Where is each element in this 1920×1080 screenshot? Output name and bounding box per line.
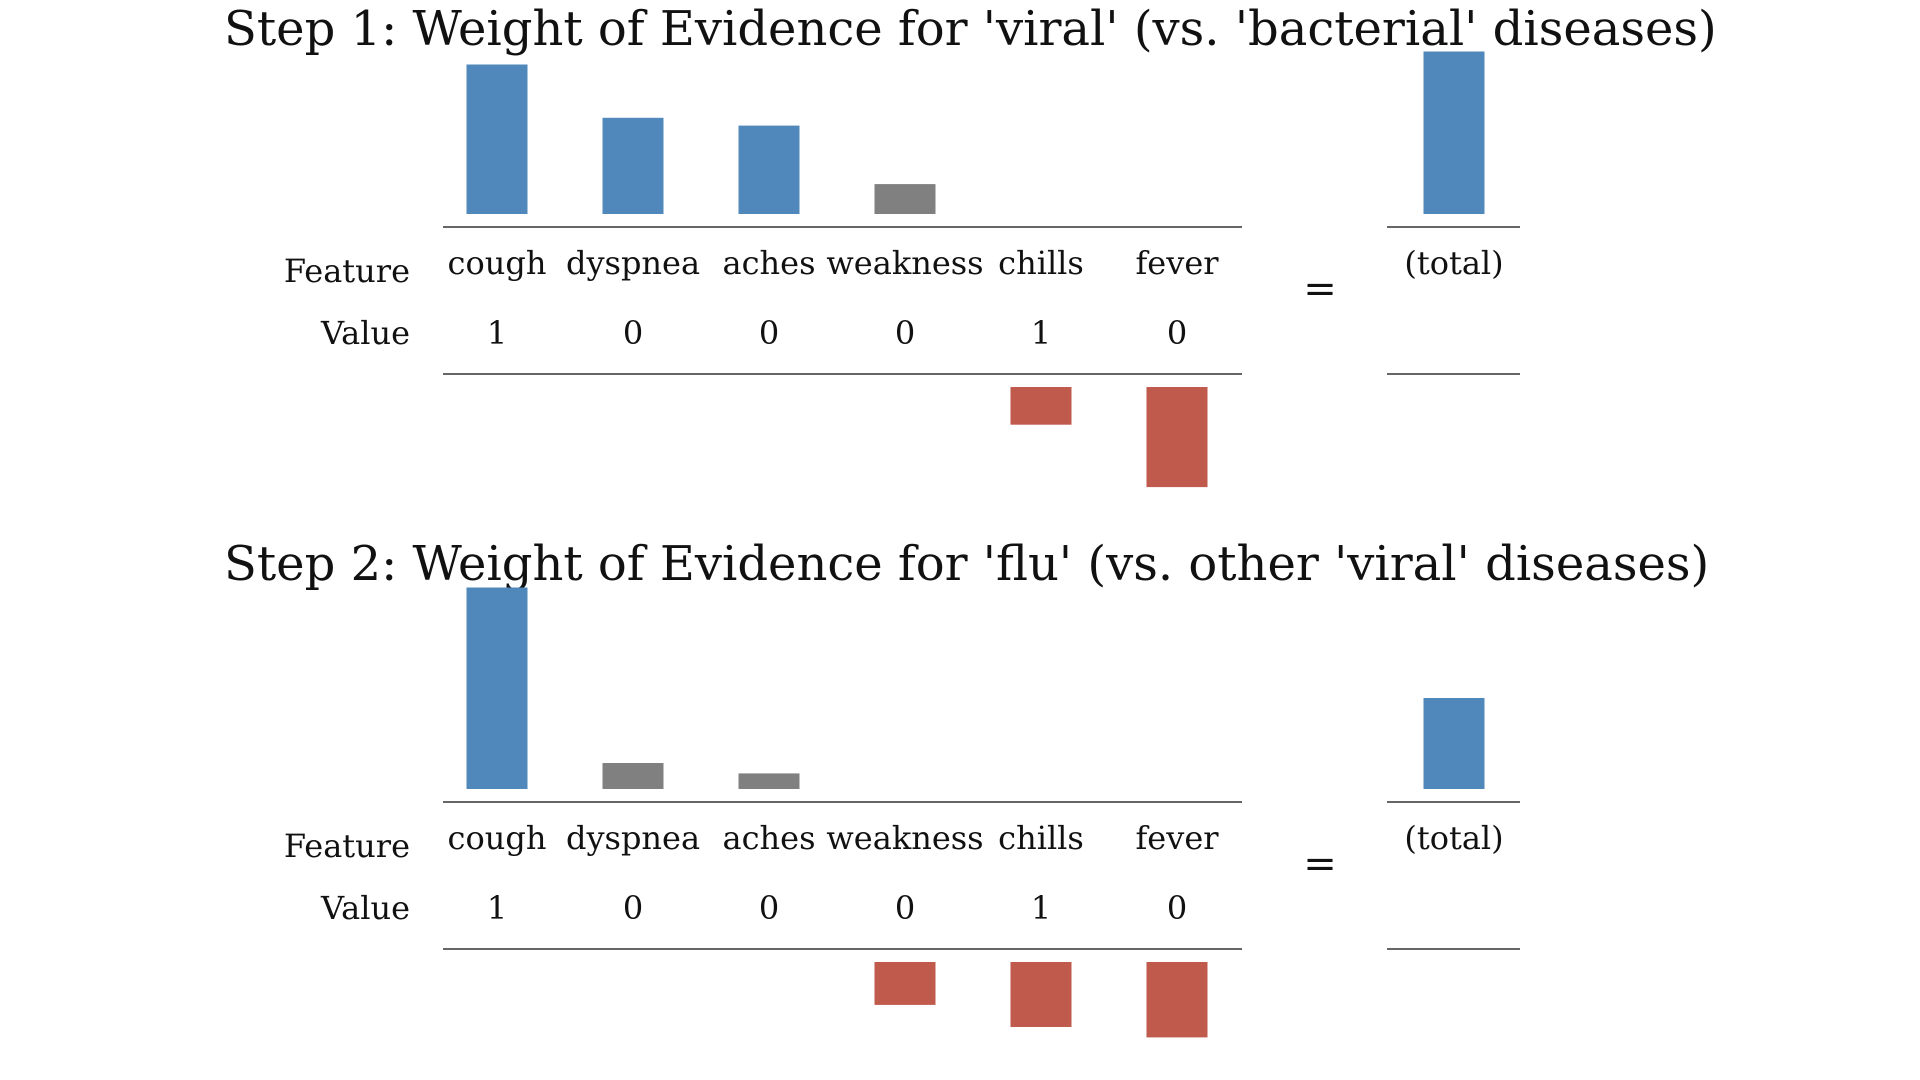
bar-weakness [874,184,936,214]
feature-label-chills: chills [998,819,1084,857]
step-2-marks: cough 1 dyspnea 0 aches 0 weakness 0 chills 1 feve… [448,587,1485,1038]
feature-label-aches: aches [723,819,816,857]
feature-value-aches: 0 [759,889,779,927]
feature-row-label: Feature [284,252,410,290]
feature-label-weakness: weakness [826,819,983,857]
feature-label-dyspnea: dyspnea [566,244,700,282]
bar-dyspnea [602,763,664,789]
feature-value-dyspnea: 0 [623,314,643,352]
step-2-panel: Step 2: Weight of Evidence for 'flu' (vs… [224,536,1709,1038]
feature-value-weakness: 0 [895,314,915,352]
feature-value-aches: 0 [759,314,779,352]
bar-dyspnea [602,117,664,214]
bar-aches [738,773,800,789]
feature-label-chills: chills [998,244,1084,282]
feature-label-dyspnea: dyspnea [566,819,700,857]
feature-label-fever: fever [1135,244,1219,282]
feature-label-cough: cough [448,244,547,282]
total-label: (total) [1404,244,1503,282]
bar-weakness [874,962,936,1005]
step-2-title: Step 2: Weight of Evidence for 'flu' (vs… [224,536,1709,592]
bar-aches [738,125,800,214]
feature-value-weakness: 0 [895,889,915,927]
bar-total [1423,698,1485,789]
bar-cough [466,587,528,789]
step-1-panel: Step 1: Weight of Evidence for 'viral' (… [224,1,1717,488]
step-1-title: Step 1: Weight of Evidence for 'viral' (… [224,1,1717,57]
bar-chills [1010,387,1072,425]
feature-label-cough: cough [448,819,547,857]
feature-row-label: Feature [284,827,410,865]
feature-label-weakness: weakness [826,244,983,282]
feature-value-dyspnea: 0 [623,889,643,927]
bar-total [1423,51,1485,214]
feature-value-chills: 1 [1031,314,1051,352]
bar-fever [1146,387,1208,488]
value-row-label: Value [320,314,410,352]
step-1-marks: cough 1 dyspnea 0 aches 0 weakness 0 chills 1 feve… [448,51,1485,488]
feature-value-cough: 1 [487,889,507,927]
value-row-label: Value [320,889,410,927]
feature-label-aches: aches [723,244,816,282]
total-label: (total) [1404,819,1503,857]
bar-cough [466,64,528,214]
bar-fever [1146,962,1208,1038]
feature-label-fever: fever [1135,819,1219,857]
equals-sign: = [1303,841,1337,887]
feature-value-cough: 1 [487,314,507,352]
bar-chills [1010,962,1072,1027]
equals-sign: = [1303,266,1337,312]
feature-value-fever: 0 [1167,889,1187,927]
feature-value-fever: 0 [1167,314,1187,352]
feature-value-chills: 1 [1031,889,1051,927]
